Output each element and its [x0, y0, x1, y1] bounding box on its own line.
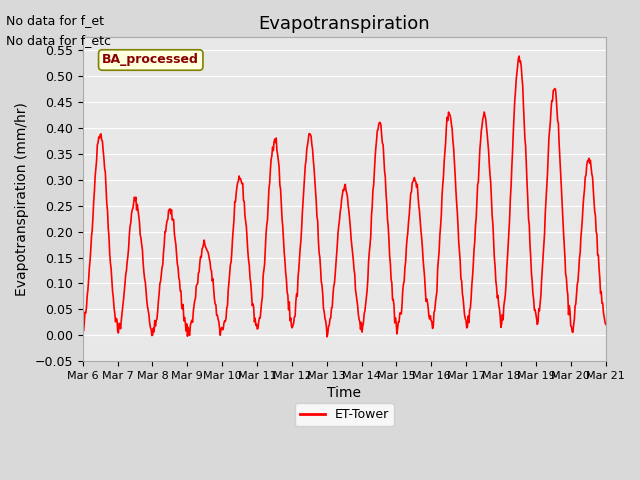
- Text: No data for f_et: No data for f_et: [6, 14, 104, 27]
- Text: BA_processed: BA_processed: [102, 53, 199, 67]
- Title: Evapotranspiration: Evapotranspiration: [259, 15, 430, 33]
- Legend: ET-Tower: ET-Tower: [294, 403, 394, 426]
- Y-axis label: Evapotranspiration (mm/hr): Evapotranspiration (mm/hr): [15, 102, 29, 296]
- X-axis label: Time: Time: [327, 386, 361, 400]
- Text: No data for f_etc: No data for f_etc: [6, 34, 111, 47]
